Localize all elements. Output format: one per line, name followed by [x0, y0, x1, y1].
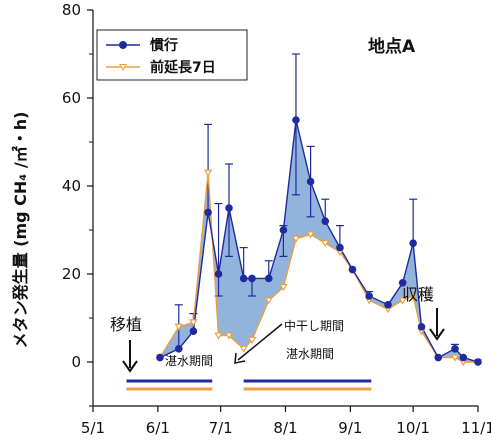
- marker-conventional: [292, 116, 300, 124]
- marker-extended: [408, 292, 418, 301]
- transplant-label: 移植: [110, 315, 142, 334]
- legend: 慣行 前延長7日: [96, 29, 248, 81]
- marker-conventional: [417, 323, 426, 331]
- marker-conventional: [398, 279, 407, 287]
- marker-conventional: [348, 265, 357, 274]
- marker-extended: [224, 332, 234, 340]
- marker-conventional: [306, 177, 315, 186]
- marker-extended: [291, 235, 301, 243]
- marker-conventional: [451, 345, 459, 353]
- marker-conventional: [279, 226, 288, 234]
- harvest-label: 収穫: [402, 285, 434, 304]
- marker-conventional: [204, 208, 212, 217]
- marker-conventional: [264, 274, 273, 283]
- x-tick-label: 9/1: [338, 419, 362, 437]
- series-markers: [155, 116, 483, 367]
- axes: 0 20 40 60 80 5/1 6/1 7/1 8/1 9/1 10/1 11/1: [62, 1, 491, 437]
- y-tick-label: 20: [62, 265, 81, 283]
- marker-extended: [398, 297, 407, 305]
- marker-conventional: [474, 358, 482, 366]
- flood-period-label-2: 湛水期間: [286, 347, 334, 361]
- y-tick-label: 40: [62, 177, 81, 195]
- marker-conventional: [434, 353, 443, 362]
- legend-marker-extended: [118, 63, 128, 71]
- marker-conventional: [365, 292, 373, 300]
- midseason-drain-arrow: [234, 323, 283, 364]
- marker-conventional: [239, 274, 248, 283]
- x-tick-label: 10/1: [396, 419, 430, 437]
- series-lines: [159, 119, 479, 363]
- site-label: 地点A: [368, 36, 416, 57]
- marker-conventional: [409, 239, 417, 247]
- marker-extended: [450, 354, 460, 362]
- marker-extended: [189, 319, 198, 327]
- y-tick-label: 80: [62, 1, 81, 19]
- marker-extended: [239, 345, 248, 353]
- marker-conventional: [225, 204, 233, 212]
- marker-conventional: [459, 353, 468, 362]
- marker-extended: [247, 336, 257, 345]
- legend-label-extended: 前延長7日: [150, 59, 216, 76]
- marker-conventional: [248, 274, 256, 283]
- fill-between-series: [160, 120, 478, 362]
- difference-fill: [160, 120, 478, 362]
- y-tick-label: 0: [71, 353, 81, 371]
- marker-conventional: [384, 301, 392, 309]
- legend-box: [96, 29, 248, 81]
- marker-extended: [306, 231, 315, 239]
- marker-conventional: [189, 327, 198, 336]
- marker-extended: [214, 332, 223, 340]
- marker-extended: [321, 240, 330, 248]
- x-tick-label: 8/1: [273, 419, 297, 437]
- legend-label-conventional: 慣行: [149, 37, 178, 54]
- x-tick-label: 6/1: [146, 419, 170, 437]
- marker-conventional: [336, 243, 344, 252]
- x-tick-label: 5/1: [81, 419, 105, 437]
- marker-conventional: [174, 345, 183, 353]
- harvest-arrow: [429, 308, 445, 341]
- marker-extended: [279, 284, 288, 292]
- y-tick-label: 60: [62, 89, 81, 107]
- transplant-arrow: [122, 340, 138, 373]
- x-tick-label: 7/1: [209, 419, 233, 437]
- series-line-conventional: [159, 119, 479, 363]
- marker-extended: [174, 323, 184, 331]
- marker-conventional: [214, 270, 223, 278]
- marker-extended: [264, 297, 274, 305]
- y-axis-label: メタン発生量 (mg CH₄ /㎡・h): [11, 112, 30, 349]
- flood-period-bars: [126, 379, 372, 391]
- legend-marker-conventional: [119, 41, 127, 49]
- marker-conventional: [156, 353, 164, 362]
- marker-extended: [203, 169, 213, 177]
- x-tick-label: 11/1: [461, 419, 491, 437]
- marker-conventional: [321, 217, 330, 225]
- midseason-drain-label: 中干し期間: [284, 318, 344, 333]
- series-line-extended: [159, 172, 478, 363]
- flood-period-label-1: 湛水期間: [165, 354, 213, 368]
